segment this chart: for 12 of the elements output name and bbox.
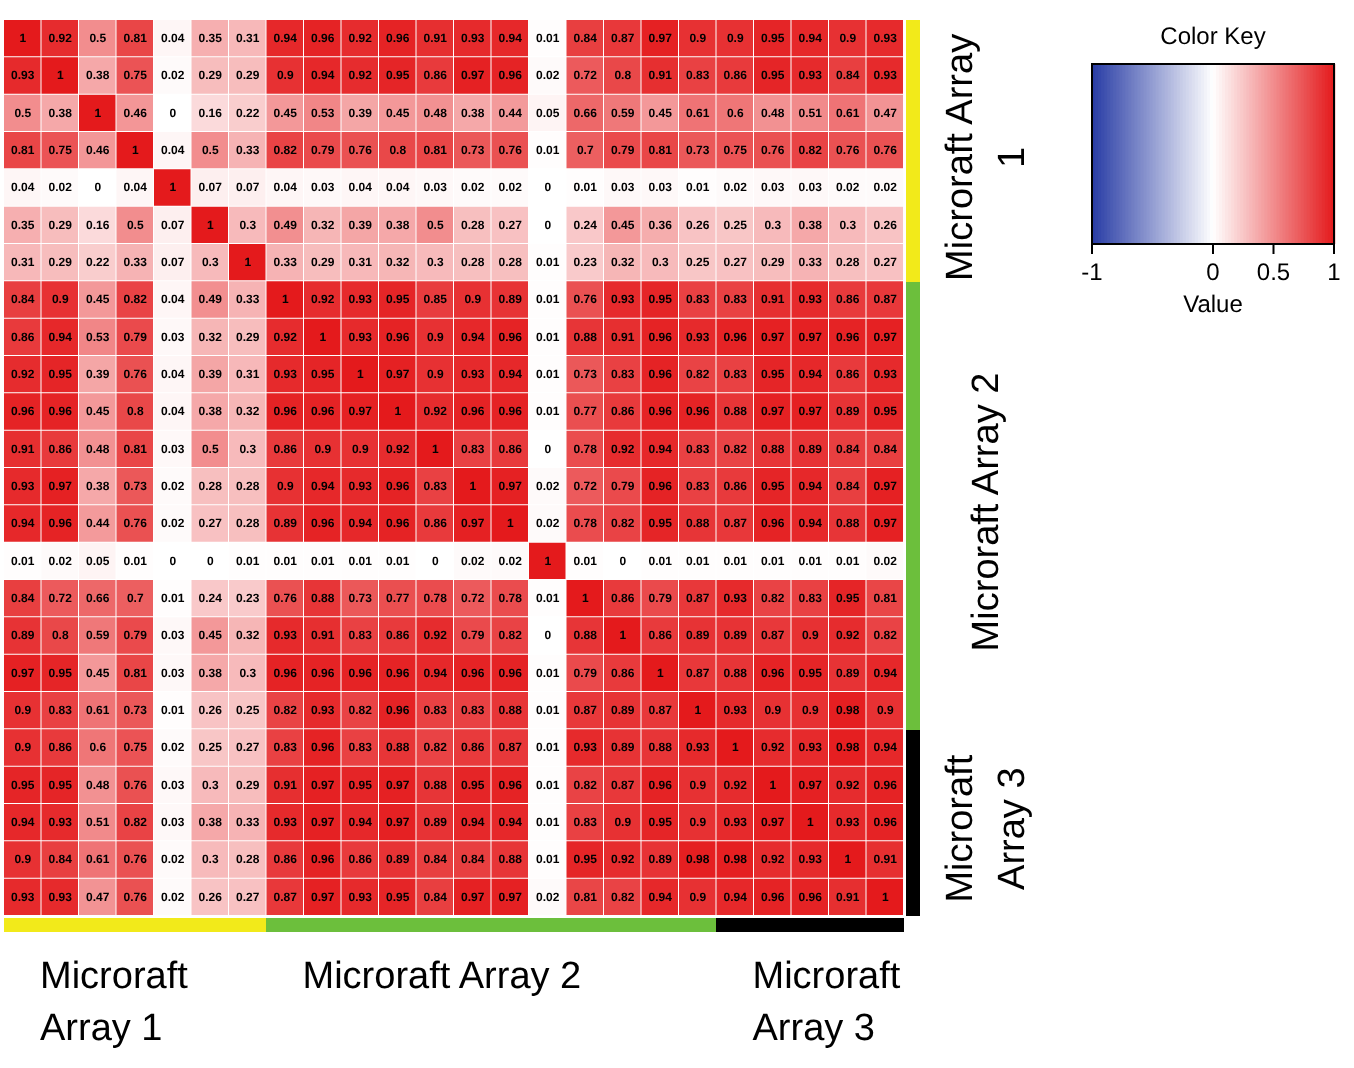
- color-bar-label: 1: [1327, 258, 1342, 286]
- color-bar-title: Value: [1183, 290, 1244, 318]
- color-bar-label: 0.5: [1256, 258, 1291, 286]
- text: Microraft Array 2: [302, 954, 584, 1002]
- text: Microraft Array 2: [964, 371, 1010, 651]
- color-bar-label: -1: [1081, 258, 1104, 286]
- text: Microraft Array 1: [938, 32, 1036, 282]
- legend-title: Color Key: [1160, 22, 1266, 50]
- text: Microraft Array 3: [752, 954, 901, 1054]
- text: Microraft Array 3: [938, 752, 1036, 907]
- color-bar-label: 0: [1206, 258, 1221, 286]
- text: Microraft Array 1: [40, 954, 190, 1054]
